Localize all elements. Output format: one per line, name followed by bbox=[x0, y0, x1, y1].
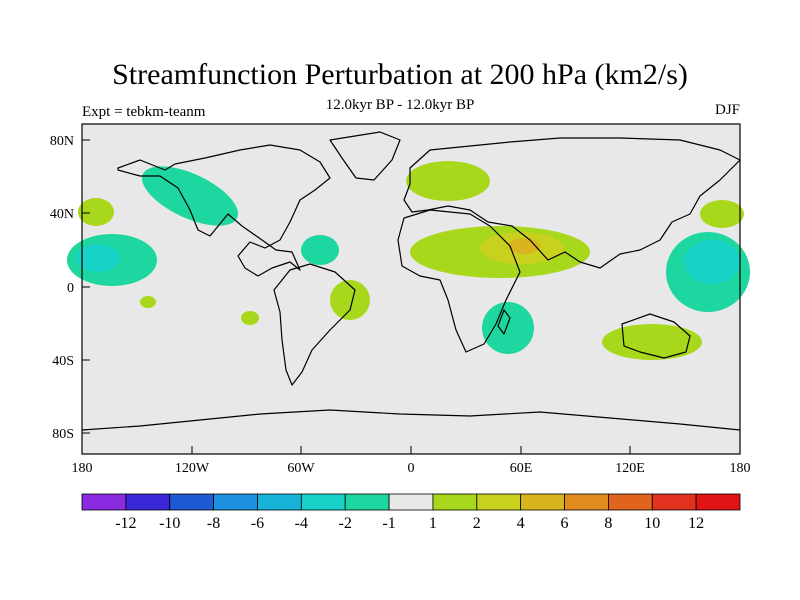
coast-australia bbox=[621, 313, 691, 359]
colorbar-swatch bbox=[432, 493, 478, 511]
lon-label-60w: 60W bbox=[287, 461, 315, 476]
plot-title: Streamfunction Perturbation at 200 hPa (… bbox=[112, 58, 688, 91]
anomaly-madagascar bbox=[482, 302, 534, 354]
coast-south-america bbox=[273, 263, 356, 386]
lat-label-40s: 40S bbox=[52, 354, 74, 369]
anomaly-australia bbox=[602, 324, 702, 360]
colorbar-label: -10 bbox=[159, 515, 180, 532]
anomaly-s-atlantic bbox=[330, 280, 370, 320]
colorbar-swatch bbox=[344, 493, 390, 511]
anomaly-s-pacific-2 bbox=[241, 311, 259, 325]
anomaly-w-pacific-core bbox=[684, 240, 740, 284]
lon-label-180e: 180 bbox=[730, 461, 751, 476]
colorbar-label: 4 bbox=[517, 515, 525, 532]
colorbar-swatch bbox=[388, 493, 434, 511]
colorbar-swatch bbox=[608, 493, 653, 511]
lat-label-80n: 80N bbox=[50, 134, 74, 149]
experiment-label: Expt = tebkm-teanm bbox=[82, 104, 206, 120]
colorbar-label: -8 bbox=[207, 515, 220, 532]
colorbar-swatch bbox=[695, 493, 741, 511]
colorbar-swatch bbox=[651, 493, 697, 511]
plot-subtitle: 12.0kyr BP - 12.0kyr BP bbox=[325, 97, 475, 113]
anomaly-fields bbox=[67, 161, 750, 360]
anomaly-caribbean bbox=[301, 235, 339, 265]
coastlines bbox=[81, 131, 741, 431]
lon-label-60e: 60E bbox=[510, 461, 533, 476]
anomaly-europe bbox=[406, 161, 490, 201]
anomaly-n-pacific bbox=[141, 166, 239, 226]
colorbar-swatch bbox=[257, 493, 302, 511]
colorbar-swatch bbox=[300, 493, 346, 511]
colorbar-label: 6 bbox=[561, 515, 569, 532]
coast-madagascar bbox=[497, 309, 511, 335]
colorbar bbox=[81, 493, 741, 511]
colorbar-swatch bbox=[520, 493, 565, 511]
colorbar-label: 10 bbox=[644, 515, 660, 532]
colorbar-label: -12 bbox=[115, 515, 136, 532]
lon-label-120w: 120W bbox=[175, 461, 210, 476]
anomaly-far-west-neg-core bbox=[76, 244, 120, 272]
lat-label-80s: 80S bbox=[52, 427, 74, 442]
lon-label-180w: 180 bbox=[72, 461, 93, 476]
lon-label-120e: 120E bbox=[615, 461, 645, 476]
coast-eurasia bbox=[403, 137, 741, 269]
coast-africa bbox=[397, 209, 521, 353]
colorbar-label: -6 bbox=[251, 515, 264, 532]
lat-label-0: 0 bbox=[67, 281, 74, 296]
colorbar-labels: -12 -10 -8 -6 -4 -2 -1 1 2 4 6 8 10 12 bbox=[115, 515, 704, 532]
colorbar-label: 8 bbox=[604, 515, 612, 532]
lat-label-40n: 40N bbox=[50, 207, 74, 222]
colorbar-label: -1 bbox=[382, 515, 395, 532]
lon-label-0: 0 bbox=[408, 461, 415, 476]
colorbar-label: 1 bbox=[429, 515, 437, 532]
colorbar-swatch bbox=[476, 493, 522, 511]
colorbar-label: -4 bbox=[295, 515, 308, 532]
colorbar-swatch bbox=[564, 493, 609, 511]
coast-greenland bbox=[329, 131, 401, 181]
colorbar-label: 12 bbox=[688, 515, 704, 532]
anomaly-s-pacific-1 bbox=[140, 296, 156, 308]
colorbar-label: 2 bbox=[473, 515, 481, 532]
anomaly-nw-pacific-pos bbox=[700, 200, 744, 228]
lat-axis bbox=[82, 139, 90, 434]
coast-north-america bbox=[117, 144, 331, 277]
season-label: DJF bbox=[714, 102, 740, 118]
anomaly-far-west-pos bbox=[78, 198, 114, 226]
coast-antarctica bbox=[81, 409, 741, 431]
colorbar-label: -2 bbox=[339, 515, 352, 532]
colorbar-swatch bbox=[125, 493, 171, 511]
colorbar-swatch bbox=[81, 493, 127, 511]
colorbar-swatch bbox=[213, 493, 258, 511]
lon-axis bbox=[81, 446, 741, 454]
colorbar-swatch bbox=[169, 493, 215, 511]
